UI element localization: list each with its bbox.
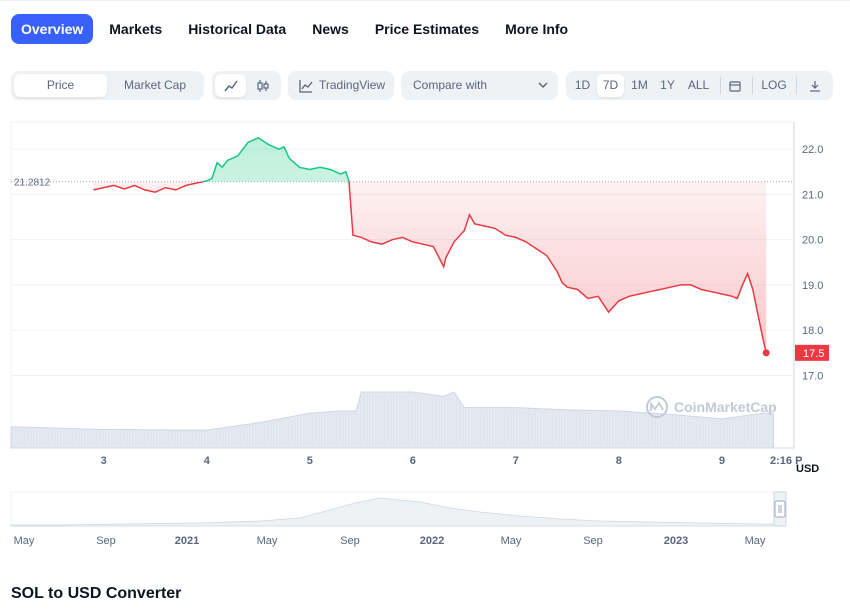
tradingview-label: TradingView [319, 78, 386, 92]
chart-toolbar: Price Market Cap TradingView Compare wit… [11, 71, 833, 100]
navigator-label: May [14, 535, 35, 547]
toolbar-divider [796, 77, 797, 94]
volume-fill [10, 391, 774, 449]
chevron-down-icon [537, 71, 549, 111]
y-tick-label: 17.0 [802, 370, 823, 382]
x-tick-label: 5 [307, 455, 313, 467]
market-cap-button[interactable]: Market Cap [123, 78, 187, 92]
x-tick-label: 2:16 P [770, 455, 802, 467]
metric-toggle: Price Market Cap [11, 71, 204, 100]
navigator-label: Sep [340, 535, 360, 547]
top-divider [0, 0, 850, 1]
coinmarketcap-watermark: CoinMarketCap [646, 396, 777, 418]
x-tick-label: 8 [616, 455, 622, 467]
navigator-svg: May Sep 2021 May Sep 2022 May Sep 2023 May [10, 491, 787, 547]
line-chart-icon [223, 80, 238, 92]
chart-type-toggle [212, 71, 281, 100]
current-price-dot [762, 349, 770, 357]
range-navigator[interactable]: May Sep 2021 May Sep 2022 May Sep 2023 May [0, 488, 850, 548]
coinmarketcap-logo-icon [646, 396, 668, 418]
price-chart[interactable]: 17.0 18.0 19.0 20.0 21.0 22.0 3 4 5 6 7 8 9 2:16 P USD… [0, 118, 850, 478]
log-button[interactable]: LOG [761, 78, 787, 92]
toolbar-divider [752, 77, 753, 94]
price-line [93, 136, 770, 357]
calendar-button[interactable] [724, 74, 746, 97]
axis-labels: 17.0 18.0 19.0 20.0 21.0 22.0 3 4 5 6 7 8 9 2:16 PUSD… [14, 144, 829, 475]
y-tick-label: 18.0 [802, 325, 823, 337]
download-button[interactable] [802, 74, 828, 97]
price-line-down [93, 181, 767, 353]
tab-news[interactable]: News [312, 21, 349, 37]
compare-label: Compare with [413, 78, 488, 92]
candlestick-button[interactable] [248, 74, 278, 97]
baseline-label: 21.2812 [14, 178, 51, 189]
navigator-label: May [501, 535, 522, 547]
current-price-tag [795, 344, 829, 361]
range-1m-button[interactable]: 1M [631, 78, 648, 92]
currency-label: USD [796, 463, 819, 475]
download-icon [810, 81, 820, 92]
y-tick-label: 22.0 [802, 144, 823, 156]
converter-title: SOL to USD Converter [11, 585, 182, 602]
x-tick-label: 7 [513, 455, 519, 467]
toolbar-divider [720, 77, 721, 94]
price-chart-svg: 17.0 18.0 19.0 20.0 21.0 22.0 3 4 5 6 7 8 9 2:16 PUSD… [10, 121, 829, 475]
tab-price-estimates[interactable]: Price Estimates [374, 21, 480, 37]
navigator-label: Sep [96, 535, 116, 547]
candlestick-icon [257, 80, 269, 92]
y-tick-label: 20.0 [802, 235, 823, 247]
tab-historical-data[interactable]: Historical Data [188, 21, 287, 37]
area-below-baseline [93, 181, 767, 353]
time-range-group: 1D 7D 1M 1Y ALL LOG [566, 71, 833, 100]
x-tick-label: 4 [204, 455, 211, 467]
calendar-icon [729, 81, 741, 92]
y-tick-label: 19.0 [802, 280, 823, 292]
x-tick-label: 9 [719, 455, 725, 467]
drag-handle-icon[interactable] [774, 500, 786, 518]
current-price-label: 17.5 [803, 348, 824, 360]
navigator-label: Sep [583, 535, 603, 547]
range-1d-button[interactable]: 1D [574, 78, 591, 92]
navigator-history-area [10, 497, 787, 527]
main-tabs: Overview Markets Historical Data News Pr… [11, 14, 584, 44]
range-1y-button[interactable]: 1Y [660, 78, 675, 92]
navigator-label: 2021 [175, 535, 199, 547]
tradingview-icon [299, 80, 313, 93]
navigator-labels: May Sep 2021 May Sep 2022 May Sep 2023 May [14, 535, 766, 547]
volume-area [10, 391, 774, 449]
tradingview-button[interactable]: TradingView [288, 71, 394, 100]
navigator-label: 2023 [664, 535, 688, 547]
x-tick-label: 6 [410, 455, 416, 467]
tab-more-info[interactable]: More Info [505, 21, 569, 37]
tab-markets[interactable]: Markets [109, 21, 163, 37]
price-button[interactable]: Price [14, 74, 107, 97]
watermark-text: CoinMarketCap [674, 399, 777, 415]
navigator-label: 2022 [420, 535, 444, 547]
y-tick-label: 21.0 [802, 189, 823, 201]
navigator-label: May [257, 535, 278, 547]
compare-select[interactable]: Compare with [401, 71, 558, 100]
area-above-baseline [202, 137, 349, 182]
navigator-label: May [745, 535, 766, 547]
range-7d-button[interactable]: 7D [597, 74, 624, 97]
price-area-fill [11, 137, 794, 353]
range-all-button[interactable]: ALL [687, 78, 710, 92]
x-tick-label: 3 [101, 455, 107, 467]
tab-overview[interactable]: Overview [11, 14, 94, 44]
line-chart-button[interactable] [215, 74, 246, 97]
price-line-up [199, 136, 350, 182]
